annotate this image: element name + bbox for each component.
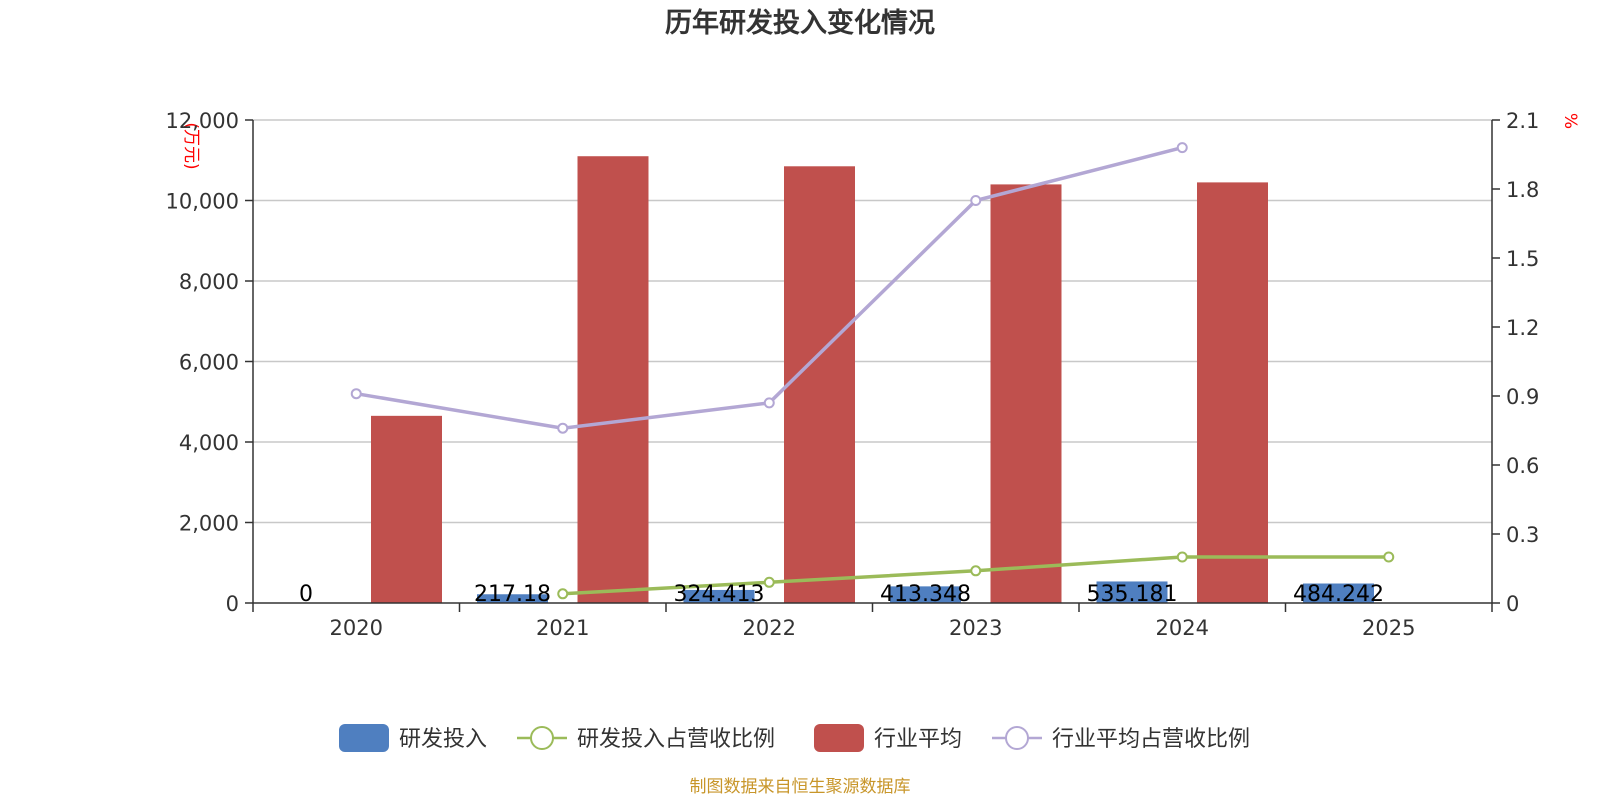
x-axis-tick-label: 2025	[1362, 616, 1415, 640]
bar-labels: 0 217.18 324.413 413.348 535.181 484.242	[299, 582, 1384, 607]
bar-industry-average	[784, 166, 855, 603]
legend-swatch	[339, 724, 389, 752]
point-industry-ratio	[557, 422, 569, 434]
right-axis-unit: %	[1560, 113, 1580, 129]
bar-value-label: 413.348	[880, 582, 971, 607]
bar-value-label: 535.181	[1087, 582, 1178, 607]
bar-rd-investment	[1096, 581, 1168, 603]
point-industry-ratio	[763, 397, 775, 409]
bar-rd-investment	[1303, 583, 1374, 603]
bar-rd-investment	[890, 586, 961, 603]
point-rd-ratio	[1383, 551, 1395, 563]
x-axis-tick-label: 2022	[743, 616, 796, 640]
axes: 0 2,000 4,000 6,000 8,000 10,000 12,000 0 0.3 0.6…	[166, 109, 1540, 640]
source-note: 制图数据来自恒生聚源数据库	[690, 777, 911, 797]
legend-marker	[530, 726, 554, 750]
chart-title: 历年研发投入变化情况	[665, 7, 935, 39]
legend-swatch	[814, 724, 864, 752]
grid-lines	[253, 119, 1492, 524]
legend-label: 行业平均	[874, 727, 962, 752]
right-axis-tick-label: 0.9	[1506, 385, 1539, 409]
lines	[350, 142, 1395, 600]
x-axis-tick-label: 2023	[949, 616, 1002, 640]
point-rd-ratio	[763, 576, 775, 588]
x-axis-tick-label: 2020	[330, 616, 383, 640]
legend-label: 研发投入	[399, 727, 487, 752]
bar-value-label: 484.242	[1293, 582, 1384, 607]
right-axis-tick-label: 0.6	[1506, 454, 1539, 478]
right-axis-tick-label: 2.1	[1506, 109, 1539, 133]
bar-industry-average	[1197, 182, 1268, 603]
left-axis-tick-label: 0	[226, 592, 239, 616]
right-axis-tick-label: 1.5	[1506, 247, 1539, 271]
right-axis-tick-label: 0	[1506, 592, 1519, 616]
point-industry-ratio	[350, 388, 362, 400]
right-axis-tick-label: 0.3	[1506, 523, 1539, 547]
left-axis-tick-label: 8,000	[179, 270, 239, 294]
legend: 研发投入 研发投入占营收比例 行业平均 行业平均占营收比例	[339, 724, 1250, 752]
point-rd-ratio	[970, 565, 982, 577]
legend-label: 研发投入占营收比例	[577, 727, 775, 752]
right-axis-tick-label: 1.2	[1506, 316, 1539, 340]
bars	[371, 156, 1374, 603]
x-axis-tick-label: 2021	[536, 616, 589, 640]
bar-industry-average	[577, 156, 649, 603]
bar-industry-average	[371, 415, 442, 603]
bar-value-label: 0	[299, 582, 313, 607]
right-axis-tick-label: 1.8	[1506, 178, 1539, 202]
left-axis-tick-label: 12,000	[166, 109, 239, 133]
legend-marker	[1005, 726, 1029, 750]
left-axis-tick-label: 4,000	[179, 431, 239, 455]
left-axis-unit: (万元)	[181, 122, 201, 169]
point-industry-ratio	[1176, 142, 1188, 154]
legend-label: 行业平均占营收比例	[1052, 727, 1250, 752]
point-rd-ratio	[557, 588, 569, 600]
point-industry-ratio	[970, 195, 982, 206]
left-axis-tick-label: 6,000	[179, 351, 239, 375]
bar-rd-investment	[683, 589, 755, 603]
bar-rd-investment	[477, 594, 548, 603]
bar-value-label: 324.413	[674, 582, 765, 607]
bar-value-label: 217.18	[474, 582, 551, 607]
x-axis-tick-label: 2024	[1156, 616, 1209, 640]
bar-industry-average	[990, 184, 1062, 603]
point-rd-ratio	[1176, 551, 1188, 563]
left-axis-tick-label: 10,000	[166, 190, 239, 214]
left-axis-tick-label: 2,000	[179, 512, 239, 536]
